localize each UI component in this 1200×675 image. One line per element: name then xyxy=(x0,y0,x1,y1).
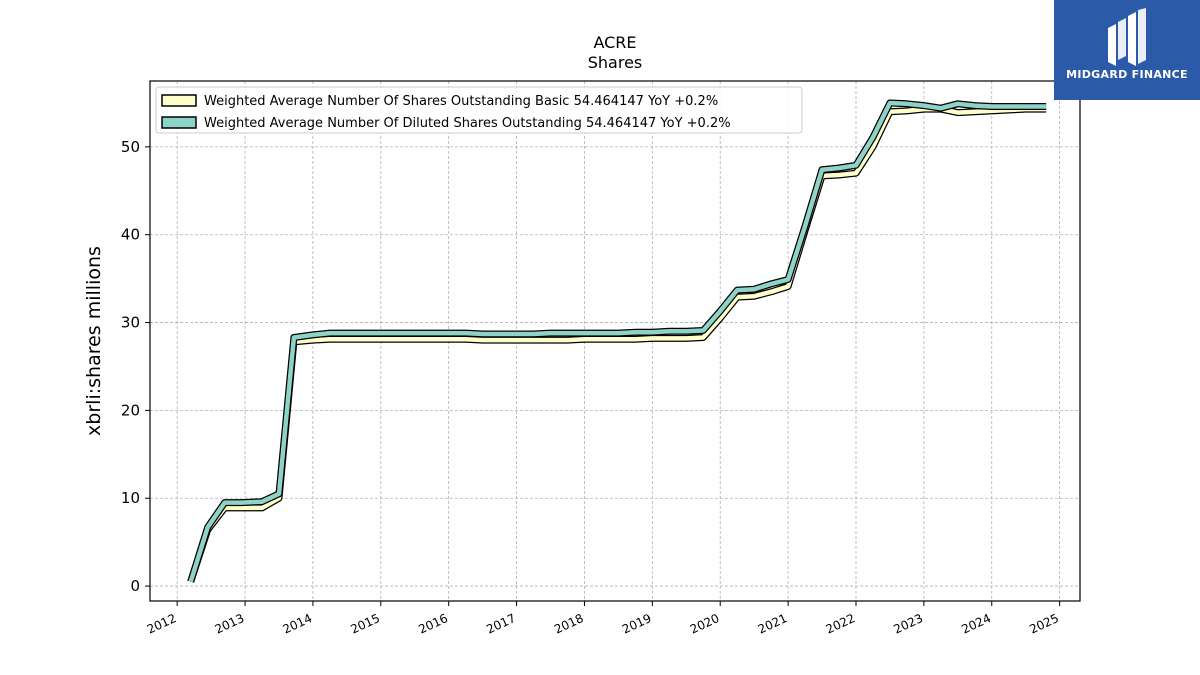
x-tick-label: 2025 xyxy=(1027,611,1061,637)
chart-legend: Weighted Average Number Of Shares Outsta… xyxy=(155,86,803,134)
brand-name: MIDGARD FINANCE xyxy=(1066,68,1188,81)
chart-subtitle: Shares xyxy=(588,53,643,72)
legend-label: Weighted Average Number Of Diluted Share… xyxy=(204,116,731,131)
y-tick-label: 20 xyxy=(121,401,140,419)
x-tick-label: 2015 xyxy=(348,611,382,637)
x-tick-label: 2017 xyxy=(484,611,518,637)
x-tick-label: 2014 xyxy=(281,611,315,637)
chart-title: ACRE xyxy=(593,33,636,52)
x-tick-label: 2020 xyxy=(688,611,722,637)
x-tick-label: 2013 xyxy=(213,611,247,637)
series-line xyxy=(188,106,1047,583)
legend-box xyxy=(155,86,803,134)
x-tick-label: 2012 xyxy=(145,611,179,637)
y-tick-label: 10 xyxy=(121,489,140,507)
legend-swatch xyxy=(161,116,197,129)
x-tick-label: 2023 xyxy=(892,611,926,637)
y-axis-label: xbrli:shares millions xyxy=(83,246,105,436)
y-tick-label: 40 xyxy=(121,226,140,244)
plot-frame xyxy=(149,80,1081,602)
x-tick-label: 2022 xyxy=(824,611,858,637)
x-tick-label: 2018 xyxy=(552,611,586,637)
brand-logo: MIDGARD FINANCE xyxy=(1054,0,1200,100)
x-tick-label: 2024 xyxy=(959,611,993,637)
y-tick-label: 30 xyxy=(121,314,140,332)
series-line xyxy=(188,100,1047,583)
midgard-logo-icon xyxy=(1108,8,1146,66)
legend-swatch xyxy=(161,94,197,107)
series-line-outline xyxy=(187,105,1047,583)
y-tick-label: 50 xyxy=(121,138,140,156)
x-tick-label: 2016 xyxy=(416,611,450,637)
legend-label: Weighted Average Number Of Shares Outsta… xyxy=(204,94,718,109)
x-axis: 2012 2013 2014 2015 2016 2017 2018 2019 2020 2021… xyxy=(145,601,1061,637)
x-tick-label: 2021 xyxy=(756,611,790,637)
series-lines xyxy=(187,99,1047,583)
y-tick-label: 0 xyxy=(130,577,140,595)
x-tick-label: 2019 xyxy=(620,611,654,637)
y-axis: 0 10 20 30 40 50 xyxy=(121,138,150,595)
